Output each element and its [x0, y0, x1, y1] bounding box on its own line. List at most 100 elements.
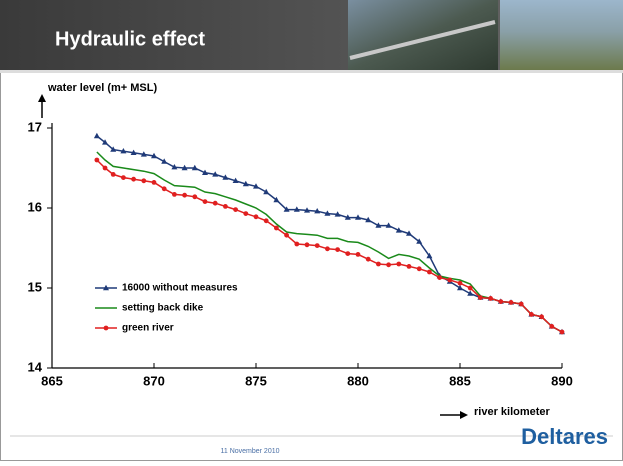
legend-label: 16000 without measures [122, 283, 238, 294]
data-point [395, 227, 402, 233]
data-point [253, 214, 259, 220]
data-point [223, 204, 228, 209]
footer-date: 11 November 2010 [220, 448, 279, 455]
data-point [182, 192, 188, 198]
data-point [192, 194, 198, 200]
legend-marker [103, 325, 109, 331]
data-point [559, 329, 565, 335]
data-point [93, 132, 100, 139]
data-point [232, 177, 239, 183]
y-axis-arrowhead [38, 94, 46, 102]
data-point [375, 222, 382, 228]
data-point [447, 277, 453, 283]
data-point [426, 252, 433, 259]
data-point [191, 164, 198, 171]
data-point [284, 232, 289, 238]
series-line [96, 151, 563, 333]
photo-bridge [349, 20, 496, 60]
data-point [335, 247, 340, 253]
data-point [549, 324, 555, 329]
y-tick-label: 16 [28, 199, 42, 214]
data-point [202, 169, 208, 175]
data-point [283, 206, 290, 212]
data-point [273, 196, 280, 203]
data-point [161, 158, 168, 164]
data-point [222, 174, 229, 180]
data-point [171, 164, 178, 170]
x-tick-label: 875 [245, 373, 267, 388]
y-tick-label: 17 [28, 119, 42, 134]
x-tick-label: 880 [347, 373, 369, 388]
data-point [467, 285, 473, 291]
data-point [161, 186, 167, 192]
x-tick-label: 865 [41, 373, 63, 388]
header-rule [0, 70, 623, 73]
y-axis-label: water level (m+ MSL) [47, 82, 157, 94]
data-point [304, 242, 310, 248]
data-point [130, 149, 137, 155]
x-tick-label: 885 [449, 373, 471, 388]
legend-marker [103, 284, 109, 291]
data-point [488, 296, 493, 301]
data-point [416, 238, 423, 244]
data-point [385, 222, 392, 228]
data-point [102, 139, 109, 145]
data-point [274, 225, 279, 231]
data-point [120, 148, 127, 154]
data-point [376, 261, 381, 267]
legend-label: green river [122, 323, 174, 334]
data-point [151, 180, 157, 185]
data-point [202, 199, 208, 205]
data-point [212, 171, 219, 177]
data-point [325, 246, 330, 252]
data-point [539, 314, 544, 320]
data-point [427, 269, 432, 275]
data-point [110, 172, 116, 177]
data-point [131, 176, 137, 182]
slide-title: Hydraulic effect [55, 28, 205, 50]
data-point [293, 206, 300, 212]
y-tick-label: 15 [28, 279, 42, 294]
data-point [233, 207, 239, 213]
data-point [396, 261, 402, 267]
data-point [478, 295, 483, 300]
data-point [294, 241, 300, 247]
data-point [334, 211, 341, 217]
data-point [467, 290, 474, 296]
data-point [355, 214, 361, 220]
data-point [406, 230, 412, 236]
header-photo [500, 0, 623, 70]
data-point [365, 216, 372, 223]
data-point [365, 256, 371, 262]
data-point [141, 178, 147, 184]
legend-label: setting back dike [122, 303, 204, 314]
data-point [253, 183, 259, 189]
data-point [314, 243, 320, 249]
data-point [498, 299, 504, 304]
data-point [212, 200, 218, 206]
data-point [243, 211, 249, 217]
data-point [457, 280, 463, 286]
data-point [263, 188, 270, 195]
data-point [406, 264, 412, 269]
x-tick-label: 870 [143, 373, 165, 388]
data-point [508, 300, 514, 305]
data-point [151, 152, 157, 159]
data-point [529, 312, 534, 317]
header-photo [348, 0, 498, 70]
data-point [518, 301, 524, 307]
data-point [344, 214, 351, 220]
data-point [140, 151, 147, 157]
y-tick-label: 14 [28, 359, 43, 374]
data-point [416, 266, 422, 272]
data-point [355, 252, 361, 257]
data-point [304, 207, 310, 213]
data-point [345, 251, 351, 256]
data-point [324, 210, 331, 216]
x-tick-label: 890 [551, 373, 573, 388]
logo: Deltares [521, 424, 608, 449]
data-point [242, 180, 249, 187]
data-point [110, 146, 117, 152]
